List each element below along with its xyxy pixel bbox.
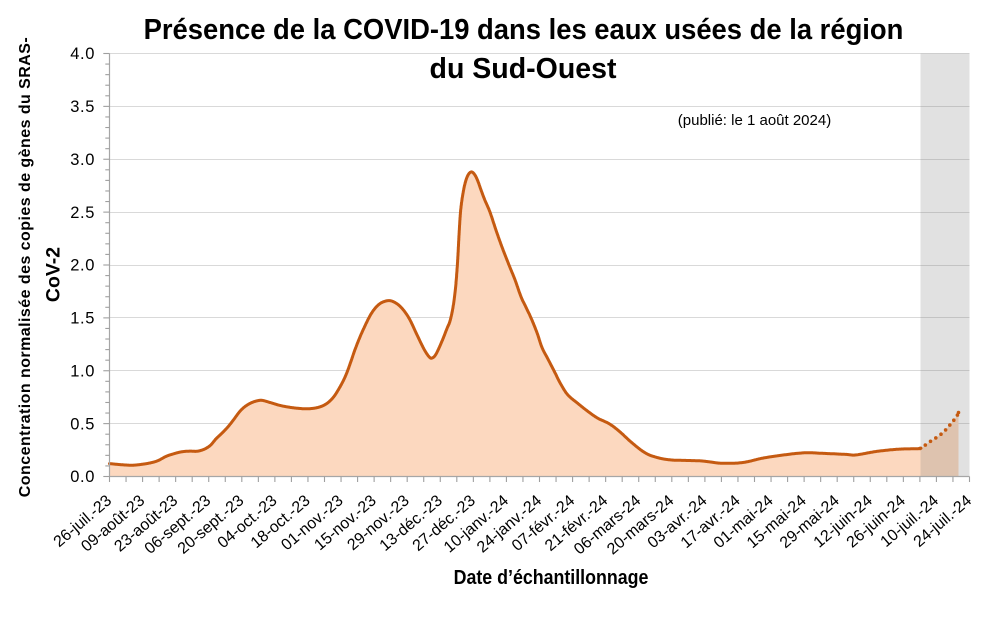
svg-text:1.0: 1.0 [70, 362, 95, 380]
svg-text:3.0: 3.0 [70, 151, 95, 169]
svg-text:du Sud-Ouest: du Sud-Ouest [430, 53, 617, 85]
svg-text:0.5: 0.5 [70, 415, 95, 433]
svg-text:2.0: 2.0 [70, 257, 95, 275]
svg-text:2.5: 2.5 [70, 204, 95, 222]
svg-text:Date d’échantillonnage: Date d’échantillonnage [454, 567, 649, 589]
svg-text:4.0: 4.0 [70, 45, 95, 63]
svg-text:Concentration normalisée des c: Concentration normalisée des copies de g… [17, 37, 34, 497]
svg-text:CoV-2: CoV-2 [43, 247, 65, 302]
svg-text:3.5: 3.5 [70, 98, 95, 116]
svg-text:Présence de la COVID-19 dans l: Présence de la COVID-19 dans les eaux us… [144, 12, 904, 45]
svg-text:0.0: 0.0 [70, 468, 95, 486]
svg-text:1.5: 1.5 [70, 310, 95, 328]
svg-text:(publié: le 1 août 2024): (publié: le 1 août 2024) [678, 112, 831, 129]
